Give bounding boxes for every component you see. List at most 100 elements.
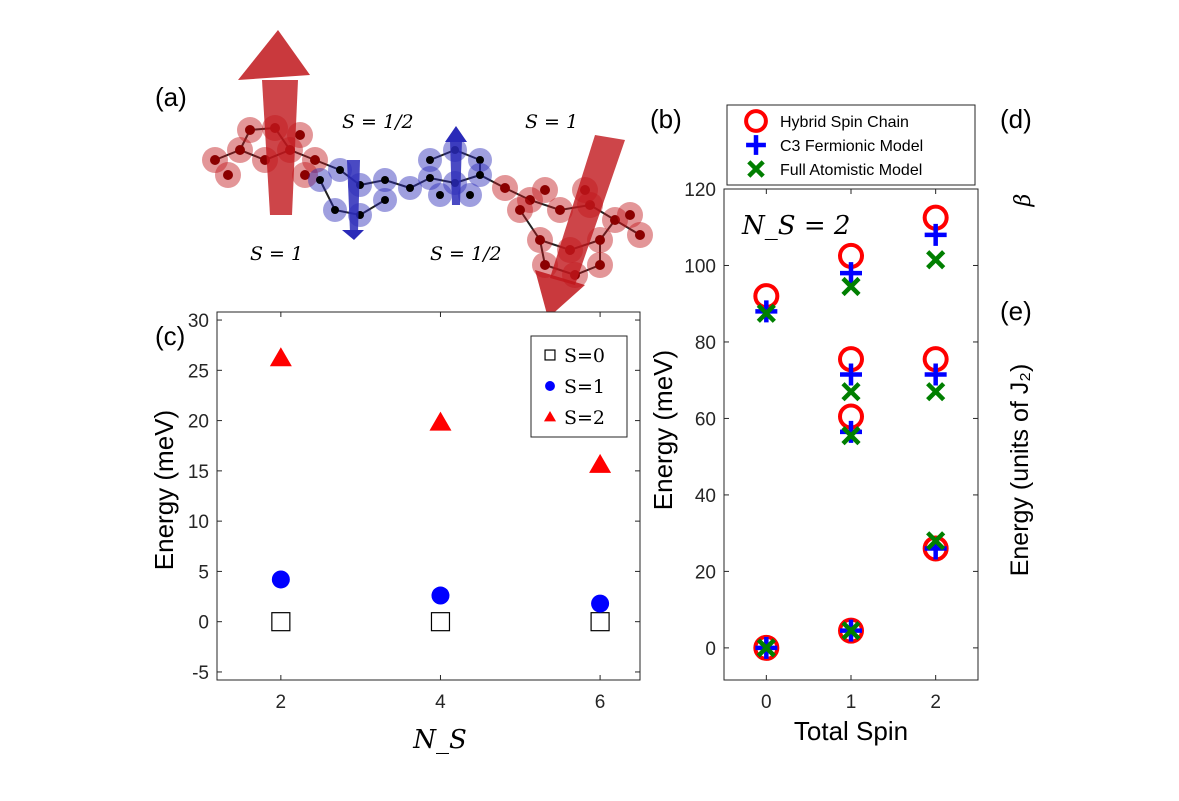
atom [610, 215, 620, 225]
marker-triangle [269, 347, 292, 367]
y-tick-label: 0 [705, 639, 716, 660]
y-tick-label: -5 [192, 663, 209, 684]
y-tick-label: 0 [198, 613, 209, 634]
x-axis-label-ns: N_S [412, 725, 467, 755]
atom [245, 125, 255, 135]
legend: S=0 S=1 S=2 [530, 335, 628, 438]
marker-plus [924, 223, 947, 246]
legend-label: Full Atomistic Model [780, 162, 922, 179]
series-s-2 [269, 347, 612, 473]
legend-label: S=0 [564, 345, 605, 367]
beta-label: β [1011, 194, 1036, 208]
marker-cross [756, 638, 776, 658]
atom [381, 196, 389, 204]
y-tick-label: 120 [684, 180, 716, 201]
atom [310, 155, 320, 165]
marker-triangle [429, 411, 452, 431]
legend: Hybrid Spin Chain C3 Fermionic Model Full … [726, 104, 976, 186]
y-axis-label: Energy (meV) [149, 410, 179, 570]
y-tick-label: 80 [695, 333, 716, 354]
x-axis-label: Total Spin [794, 716, 908, 746]
marker-cross [926, 531, 946, 551]
atom [500, 183, 510, 193]
x-tick-label: 1 [846, 692, 857, 713]
panel-label-b: (b) [650, 104, 682, 134]
atom [466, 191, 474, 199]
atom [406, 184, 414, 192]
x-tick-label: 6 [595, 692, 606, 713]
atom [515, 205, 525, 215]
atom [426, 156, 434, 164]
atom [426, 174, 434, 182]
marker-square [430, 612, 451, 632]
y-tick-label: 60 [695, 409, 716, 430]
atom [235, 145, 245, 155]
atom [540, 260, 550, 270]
y-tick-label: 5 [198, 562, 209, 583]
marker-circle [431, 586, 450, 605]
spin-label-1: S = 1 [250, 243, 303, 265]
atom [540, 185, 550, 195]
series-s-1 [271, 570, 610, 613]
y-axis-label: Energy (meV) [648, 350, 678, 510]
legend-label: S=2 [564, 407, 605, 429]
x-tick-label: 2 [930, 692, 941, 713]
marker-plus [840, 262, 862, 285]
marker-circle [591, 594, 610, 613]
series-full-atomistic-model [756, 250, 946, 658]
marker-triangle [543, 410, 557, 422]
atom [525, 195, 535, 205]
energy-j2-label: Energy (units of J₂) [1006, 364, 1034, 577]
marker-square [590, 612, 610, 632]
legend-label: Hybrid Spin Chain [780, 114, 909, 131]
y-tick-label: 20 [695, 562, 716, 583]
annotation-ns-equals-2: N_S = 2 [741, 211, 850, 241]
legend-label: S=1 [564, 376, 605, 398]
y-tick-label: 15 [188, 462, 209, 483]
x-tick-label: 4 [435, 692, 446, 713]
marker-cross [926, 250, 946, 270]
x-tick-label: 2 [276, 692, 287, 713]
spin-arrow-large-left [238, 30, 310, 215]
y-tick-label: 40 [695, 486, 716, 507]
atom [595, 260, 605, 270]
atom [535, 235, 545, 245]
legend-box [726, 104, 976, 186]
atom [300, 170, 310, 180]
atom [223, 170, 233, 180]
spin-arrow-small-left [342, 160, 364, 240]
panel-label-a: (a) [155, 82, 187, 112]
series-s-0 [271, 612, 610, 632]
atom [555, 205, 565, 215]
marker-cross [841, 276, 861, 297]
atom [331, 206, 339, 214]
y-tick-label: 25 [188, 361, 209, 382]
marker-cross [756, 303, 776, 323]
atom [295, 130, 305, 140]
atom [625, 210, 635, 220]
marker-square [271, 612, 291, 632]
atom [476, 171, 484, 179]
marker-cross [841, 382, 861, 402]
marker-cross [926, 382, 946, 402]
atom [336, 166, 344, 174]
marker-circle [545, 381, 555, 391]
marker-plus [840, 363, 862, 386]
atom [635, 230, 645, 240]
panel-label-d: (d) [1000, 104, 1032, 134]
spin-label-3: S = 1 [525, 111, 578, 133]
chart-c: 2 4 6 -5 0 5 10 15 20 25 30 Energy (meV) S=0 S=1 S=2 [149, 311, 641, 713]
atom [381, 176, 389, 184]
atom [476, 156, 484, 164]
atom [210, 155, 220, 165]
marker-ring [744, 109, 768, 133]
marker-cross [747, 160, 765, 178]
y-tick-label: 100 [684, 256, 716, 277]
y-tick-label: 10 [188, 512, 209, 533]
y-tick-label: 20 [188, 412, 209, 433]
marker-cross [841, 621, 861, 641]
marker-cross [841, 426, 861, 446]
